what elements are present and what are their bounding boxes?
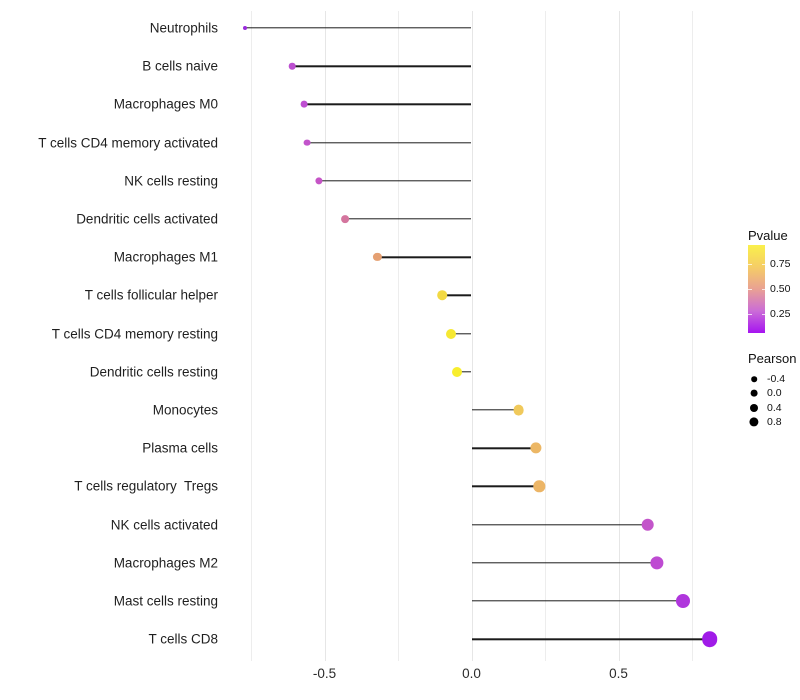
lollipop-stem	[471, 600, 684, 602]
lollipop-stem	[318, 180, 472, 182]
lollipop-stem	[303, 103, 472, 106]
lollipop-dot	[288, 62, 296, 70]
category-label: NK cells resting	[124, 173, 218, 189]
pearson-legend-dot	[750, 389, 758, 397]
minor-gridline	[692, 11, 693, 661]
lollipop-dot	[303, 139, 311, 146]
pearson-legend-label: -0.4	[767, 373, 786, 385]
lollipop-stem	[292, 65, 472, 67]
category-label: Macrophages M2	[113, 555, 218, 571]
pvalue-legend-title: Pvalue	[748, 228, 788, 243]
lollipop-stem	[456, 371, 472, 373]
category-label: B cells naive	[142, 58, 218, 74]
pvalue-colorbar	[748, 245, 765, 333]
lollipop-dot	[445, 328, 456, 339]
colorbar-tick-mark-right	[761, 314, 765, 315]
lollipop-dot	[451, 366, 462, 377]
minor-gridline	[545, 11, 546, 661]
category-label: T cells regulatory Tregs	[74, 478, 218, 494]
lollipop-stem	[377, 256, 472, 258]
colorbar-tick-mark-right	[761, 264, 765, 265]
lollipop-dot	[513, 404, 524, 416]
lollipop-dot	[373, 253, 382, 262]
category-label: Dendritic cells resting	[89, 364, 218, 380]
x-tick-label: 0.0	[462, 666, 481, 681]
major-gridline	[324, 11, 326, 661]
lollipop-stem	[306, 141, 472, 144]
colorbar-tick-label: 0.75	[770, 258, 791, 270]
category-label: T cells CD8	[148, 631, 218, 647]
category-label: Macrophages M1	[113, 249, 218, 265]
colorbar-tick-mark-left	[748, 264, 752, 265]
pearson-legend-label: 0.8	[767, 415, 782, 428]
x-tick-label: 0.5	[609, 666, 628, 681]
lollipop-dot	[701, 631, 718, 647]
category-label: Dendritic cells activated	[76, 211, 218, 227]
lollipop-dot	[650, 556, 664, 570]
lollipop-stem	[450, 332, 472, 335]
colorbar-tick-mark-right	[761, 289, 765, 290]
category-label: T cells follicular helper	[84, 287, 218, 303]
lollipop-dot	[530, 442, 542, 454]
pearson-legend-label: 0.4	[767, 401, 782, 414]
major-gridline	[618, 11, 620, 661]
pearson-legend-dot	[749, 417, 759, 427]
lollipop-stem	[471, 562, 657, 564]
lollipop-dot	[243, 26, 248, 30]
lollipop-stem	[471, 638, 710, 640]
colorbar-tick-mark-left	[748, 289, 752, 290]
lollipop-dot	[341, 215, 349, 223]
category-label: Monocytes	[152, 402, 218, 418]
colorbar-tick-label: 0.25	[770, 308, 791, 320]
lollipop-stem	[471, 485, 540, 488]
x-tick-label: -0.5	[312, 666, 337, 681]
minor-gridline	[398, 11, 399, 661]
lollipop-dot	[300, 100, 308, 108]
lollipop-dot	[676, 594, 691, 608]
lollipop-stem	[471, 523, 648, 526]
pearson-legend-dot	[751, 376, 757, 382]
category-label: T cells CD4 memory resting	[51, 326, 218, 342]
category-label: Macrophages M0	[113, 96, 218, 112]
category-label: Mast cells resting	[113, 593, 218, 609]
category-label: T cells CD4 memory activated	[38, 135, 218, 151]
pearson-legend-dot	[750, 403, 758, 412]
lollipop-dot	[641, 518, 655, 531]
lollipop-dot	[315, 177, 323, 185]
category-label: Plasma cells	[142, 440, 218, 456]
lollipop-stem	[471, 409, 519, 411]
major-gridline	[471, 11, 473, 661]
category-label: NK cells activated	[110, 517, 218, 533]
colorbar-tick-label: 0.50	[770, 283, 791, 295]
lollipop-stem	[442, 294, 472, 297]
minor-gridline	[251, 11, 252, 661]
lollipop-stem	[471, 447, 537, 449]
pearson-legend-label: 0.0	[767, 387, 782, 400]
colorbar-tick-mark-left	[748, 314, 752, 315]
lollipop-stem	[345, 218, 472, 220]
lollipop-dot	[437, 290, 447, 301]
lollipop-stem	[245, 27, 472, 29]
pearson-legend-title: Pearson	[748, 351, 797, 366]
lollipop-dot	[533, 480, 545, 493]
category-label: Neutrophils	[149, 20, 218, 36]
